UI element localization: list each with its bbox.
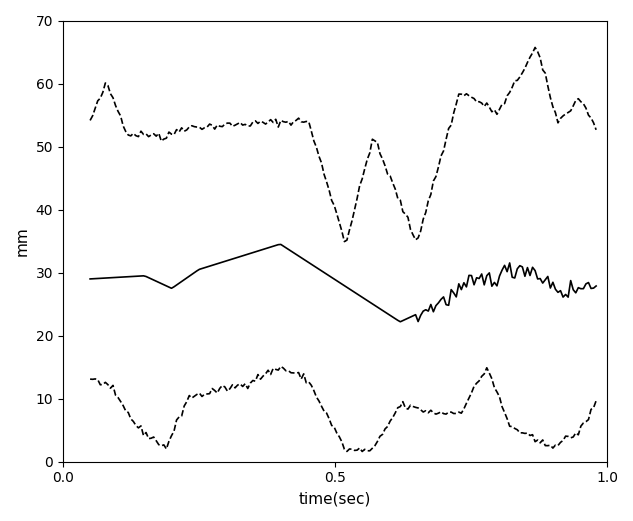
X-axis label: time(sec): time(sec) xyxy=(299,491,371,506)
Y-axis label: mm: mm xyxy=(15,226,30,256)
